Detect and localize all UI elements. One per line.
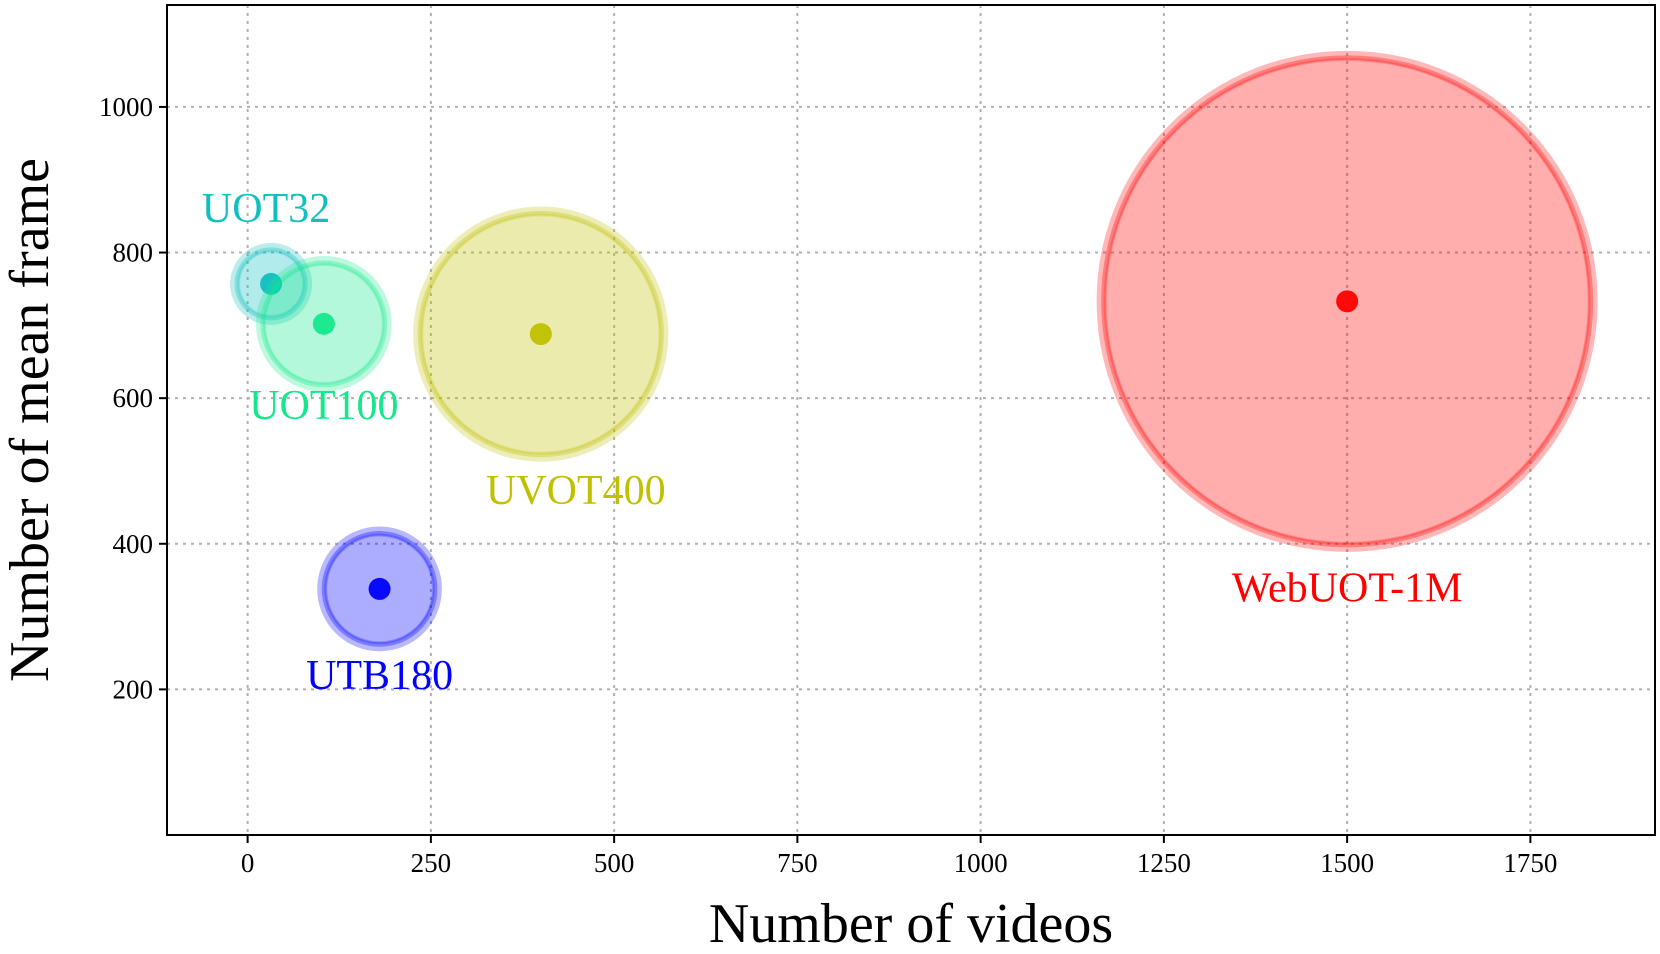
y-axis-title: Number of mean frame xyxy=(0,158,61,682)
point-uot100 xyxy=(312,312,335,335)
plot-frame xyxy=(166,4,1656,836)
point-utb180 xyxy=(368,577,391,600)
bubbles xyxy=(230,50,1598,652)
x-tick-label: 500 xyxy=(594,848,635,878)
x-tick-label: 1250 xyxy=(1137,848,1191,878)
x-tick-label: 1750 xyxy=(1503,848,1557,878)
bubble-ring-utb180 xyxy=(324,533,435,645)
bubble-ring-uot32 xyxy=(237,249,306,318)
x-axis-title: Number of videos xyxy=(709,893,1113,954)
bubble-ring-webuot-1m xyxy=(1103,57,1591,545)
x-tick-label: 750 xyxy=(777,848,818,878)
point-label-utb180: UTB180 xyxy=(306,653,453,699)
y-tick-label: 600 xyxy=(113,383,154,413)
grid xyxy=(167,5,1655,835)
x-tick-label: 1000 xyxy=(954,848,1008,878)
y-tick-label: 200 xyxy=(113,674,154,704)
y-tick-label: 400 xyxy=(113,529,154,559)
ticks: 0 250 500 750 1000 1250 1500 1750 200 400 600 800 10… xyxy=(99,92,1557,878)
x-tick-label: 1500 xyxy=(1320,848,1374,878)
point-labels: UOT32 UOT100 UVOT400 UTB180 WebUOT-1M xyxy=(202,186,1463,699)
y-tick-label: 800 xyxy=(113,238,154,268)
point-label-uot32: UOT32 xyxy=(202,186,330,232)
point-label-uvot400: UVOT400 xyxy=(486,468,666,514)
point-uvot400 xyxy=(529,323,552,346)
bubble-ring-uvot400 xyxy=(420,213,662,455)
point-webuot-1m xyxy=(1336,290,1359,313)
point-label-webuot-1m: WebUOT-1M xyxy=(1232,565,1463,611)
point-uot32 xyxy=(260,272,283,295)
x-tick-label: 250 xyxy=(411,848,452,878)
y-tick-label: 1000 xyxy=(99,92,153,122)
bubble-ring-uot100 xyxy=(262,263,385,385)
x-tick-label: 0 xyxy=(241,848,255,878)
point-label-uot100: UOT100 xyxy=(249,383,398,429)
